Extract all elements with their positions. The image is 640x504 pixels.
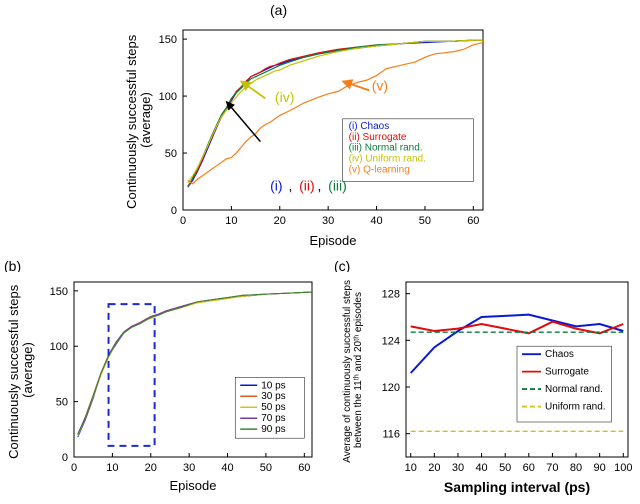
svg-text:0: 0 xyxy=(62,452,68,464)
svg-text:50: 50 xyxy=(260,462,272,474)
svg-text:70 ps: 70 ps xyxy=(261,413,285,424)
svg-text:80: 80 xyxy=(570,462,582,474)
arrow xyxy=(241,81,265,98)
panel-c-xlabel: Sampling interval (ps) xyxy=(444,479,590,495)
legend-item: (ii) Surrogate xyxy=(349,132,407,143)
arrow xyxy=(227,102,261,142)
svg-text:60: 60 xyxy=(467,215,479,227)
panel-c: Average of continuously successful steps… xyxy=(332,272,638,500)
svg-text:100: 100 xyxy=(614,462,632,474)
panel-b-ylabel: Continuously successful steps (average) xyxy=(6,281,35,459)
svg-text:10: 10 xyxy=(106,462,118,474)
svg-text:20: 20 xyxy=(274,215,286,227)
annotation: (iv) xyxy=(275,89,294,105)
annotation: (v) xyxy=(372,77,388,93)
panel-a-xlabel: Episode xyxy=(310,233,357,248)
svg-text:50 ps: 50 ps xyxy=(261,402,285,413)
svg-text:70: 70 xyxy=(546,462,558,474)
svg-text:20: 20 xyxy=(428,462,440,474)
svg-text:0: 0 xyxy=(171,205,177,217)
svg-text:116: 116 xyxy=(382,429,400,441)
panel-a-ylabel: Continuously successful steps (average) xyxy=(124,31,153,209)
dashed-selection-box xyxy=(109,304,155,446)
svg-text:Normal rand.: Normal rand. xyxy=(545,384,603,395)
panel-c-legend: Chaos Surrogate Normal rand. Uniform rand. xyxy=(517,346,611,422)
svg-text:10: 10 xyxy=(405,462,417,474)
panel-label-a: (a) xyxy=(270,2,287,18)
svg-text:128: 128 xyxy=(382,289,400,301)
svg-text:150: 150 xyxy=(50,286,68,298)
panel-b: Continuously successful steps (average) … xyxy=(0,272,326,500)
svg-text:60: 60 xyxy=(523,462,535,474)
svg-text:0: 0 xyxy=(180,215,186,227)
svg-text:100: 100 xyxy=(50,341,68,353)
svg-text:10: 10 xyxy=(225,215,237,227)
svg-text:30: 30 xyxy=(183,462,195,474)
figure-root: { "panel_labels": { "a": "(a)", "b": "(b… xyxy=(0,0,640,504)
svg-text:10 ps: 10 ps xyxy=(261,380,285,391)
panel-c-ylabel: Average of continuously successful steps… xyxy=(342,277,364,462)
annotation: (ii) xyxy=(299,178,315,194)
panel-a-legend: (i) Chaos(ii) Surrogate(iii) Normal rand… xyxy=(343,119,474,182)
svg-text:50: 50 xyxy=(165,148,177,160)
svg-text:50: 50 xyxy=(419,215,431,227)
svg-text:90 ps: 90 ps xyxy=(261,424,285,435)
annotation: (i) xyxy=(270,178,282,194)
legend-item: (i) Chaos xyxy=(349,121,390,132)
panel-b-dashed-box xyxy=(109,304,155,446)
svg-text:50: 50 xyxy=(56,397,68,409)
svg-text:120: 120 xyxy=(382,382,400,394)
svg-text:40: 40 xyxy=(221,462,233,474)
annotation: , xyxy=(288,178,292,194)
svg-text:Chaos: Chaos xyxy=(545,349,574,360)
svg-text:30: 30 xyxy=(322,215,334,227)
svg-text:60: 60 xyxy=(298,462,310,474)
legend-item: (iv) Uniform rand. xyxy=(349,154,426,165)
svg-text:150: 150 xyxy=(159,34,177,46)
svg-text:Uniform rand.: Uniform rand. xyxy=(545,402,606,413)
svg-text:30: 30 xyxy=(452,462,464,474)
legend-item: (iii) Normal rand. xyxy=(349,143,423,154)
svg-text:0: 0 xyxy=(71,462,77,474)
svg-text:40: 40 xyxy=(370,215,382,227)
svg-text:124: 124 xyxy=(382,335,400,347)
svg-text:20: 20 xyxy=(145,462,157,474)
legend-item: (v) Q-learning xyxy=(349,165,410,176)
svg-text:50: 50 xyxy=(499,462,511,474)
annotation: , xyxy=(318,178,322,194)
svg-text:Surrogate: Surrogate xyxy=(545,367,589,378)
svg-text:40: 40 xyxy=(475,462,487,474)
panel-b-legend: 10 ps30 ps50 ps70 ps90 ps xyxy=(235,377,304,438)
panel-a: Continuously successful steps (average) … xyxy=(120,20,520,255)
svg-text:30 ps: 30 ps xyxy=(261,391,285,402)
panel-a-plotarea: Continuously successful steps (average) … xyxy=(124,30,483,248)
svg-text:90: 90 xyxy=(594,462,606,474)
svg-text:100: 100 xyxy=(159,91,177,103)
panel-b-xlabel: Episode xyxy=(170,478,217,493)
